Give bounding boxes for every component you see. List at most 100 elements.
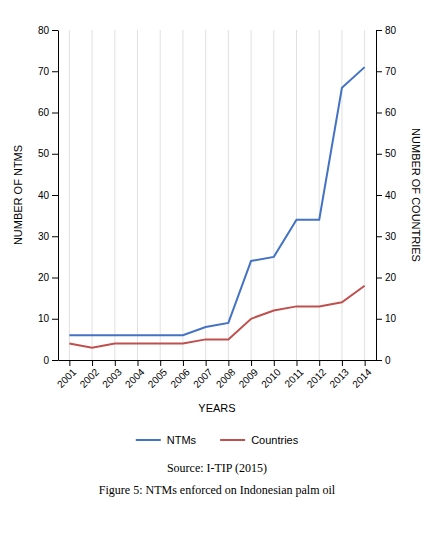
annotation: Source: I-TIP (2015) [167,461,267,475]
x-tick-mark [297,360,298,366]
y2-tick-label: 80 [385,25,397,36]
x-grid-line [296,30,297,360]
y2-tick: 80 [376,25,397,36]
y-axis-title: NUMBER OF NTMS [12,145,24,245]
plot-area: 2001200220032004200520062007200820092010… [12,25,422,414]
x-tick: 2003 [100,360,124,390]
y2-tick-label: 0 [385,355,391,366]
y2-tick-mark [376,113,382,114]
y2-tick-mark [376,360,382,361]
y-tick-label: 20 [38,272,50,283]
y-tick-mark [52,71,58,72]
x-grid-line [182,30,183,360]
x-tick-label: 2013 [327,366,351,390]
x-tick-label: 2009 [237,366,261,390]
y2-tick: 60 [376,107,397,118]
x-tick-mark [251,360,252,366]
x-tick-mark [206,360,207,366]
grid [69,30,364,360]
x-axis: 2001200220032004200520062007200820092010… [55,360,377,390]
x-tick-mark [115,360,116,366]
y2-tick-label: 20 [385,272,397,283]
y-tick-label: 40 [38,190,50,201]
y2-tick-mark [376,278,382,279]
x-tick: 2008 [214,360,238,390]
x-tick-mark [138,360,139,366]
x-tick: 2011 [282,360,305,389]
y-tick-label: 60 [38,107,50,118]
y2-tick-label: 40 [385,190,397,201]
chart-svg: 2001200220032004200520062007200820092010… [0,0,434,550]
x-tick-label: 2003 [100,366,124,390]
x-grid-line [319,30,320,360]
annotation: Figure 5: NTMs enforced on Indonesian pa… [99,483,336,497]
x-grid-line [114,30,115,360]
x-tick-mark [274,360,275,366]
y2-tick: 30 [376,231,397,242]
y2-tick: 10 [376,313,397,324]
x-tick-label: 2008 [214,366,238,390]
x-grid-line [228,30,229,360]
y2-tick: 20 [376,272,397,283]
x-tick-label: 2007 [191,366,215,390]
y2-tick-mark [376,236,382,237]
y2-tick-mark [376,319,382,320]
x-tick: 2006 [168,360,192,390]
y-tick-mark [52,319,58,320]
x-grid-line [205,30,206,360]
y2-axis-title: NUMBER OF COUNTRIES [410,128,422,262]
y-tick-label: 0 [43,355,49,366]
x-tick-mark [342,360,343,366]
y-axis-line [58,31,59,361]
x-tick-mark [69,360,70,366]
y-tick: 10 [38,313,58,324]
y2-tick-label: 60 [385,107,397,118]
x-grid-line [160,30,161,360]
x-tick-label: 2012 [305,366,329,390]
x-axis-line [59,360,377,361]
y-tick: 20 [38,272,58,283]
x-grid-line [251,30,252,360]
x-axis-title: YEARS [198,402,235,414]
y-tick: 30 [38,231,58,242]
x-tick-label: 2010 [259,366,283,390]
y-tick-label: 50 [38,148,50,159]
y-tick: 50 [38,148,58,159]
y-tick-mark [52,113,58,114]
x-grid-line [69,30,70,360]
x-tick-label: 2014 [350,366,374,390]
y-tick: 60 [38,107,58,118]
x-tick: 2012 [305,360,329,390]
y2-tick-label: 10 [385,313,397,324]
series-lines [69,67,364,348]
x-tick: 2005 [146,360,170,390]
x-tick: 2013 [327,360,351,390]
x-tick-label: 2006 [168,366,192,390]
y-axis: 0 10 20 30 40 50 60 70 80 [38,25,59,366]
legend-swatch [220,439,245,441]
x-tick-label: 2004 [123,366,147,390]
y-tick-label: 10 [38,313,50,324]
x-grid-line [341,30,342,360]
legend-label: NTMs [167,434,197,446]
y2-tick-mark [376,71,382,72]
y-tick: 70 [38,66,58,77]
y-tick-mark [52,278,58,279]
x-tick: 2009 [237,360,261,390]
y-tick-mark [52,195,58,196]
y-tick-mark [52,30,58,31]
series-line [69,67,364,335]
y2-tick-label: 70 [385,66,397,77]
chart-container: 2001200220032004200520062007200820092010… [0,0,434,550]
y2-axis: 01020304050607080 [376,25,397,366]
x-tick: 2007 [191,360,215,390]
x-tick-label: 2001 [55,366,79,390]
x-grid-line [364,30,365,360]
y-tick: 80 [38,25,58,36]
x-tick-mark [92,360,93,366]
legend-label: Countries [251,434,299,446]
y-tick-mark [52,236,58,237]
x-tick: 2001 [55,360,79,390]
y2-tick: 40 [376,190,397,201]
legend-entry: Countries [220,434,299,446]
